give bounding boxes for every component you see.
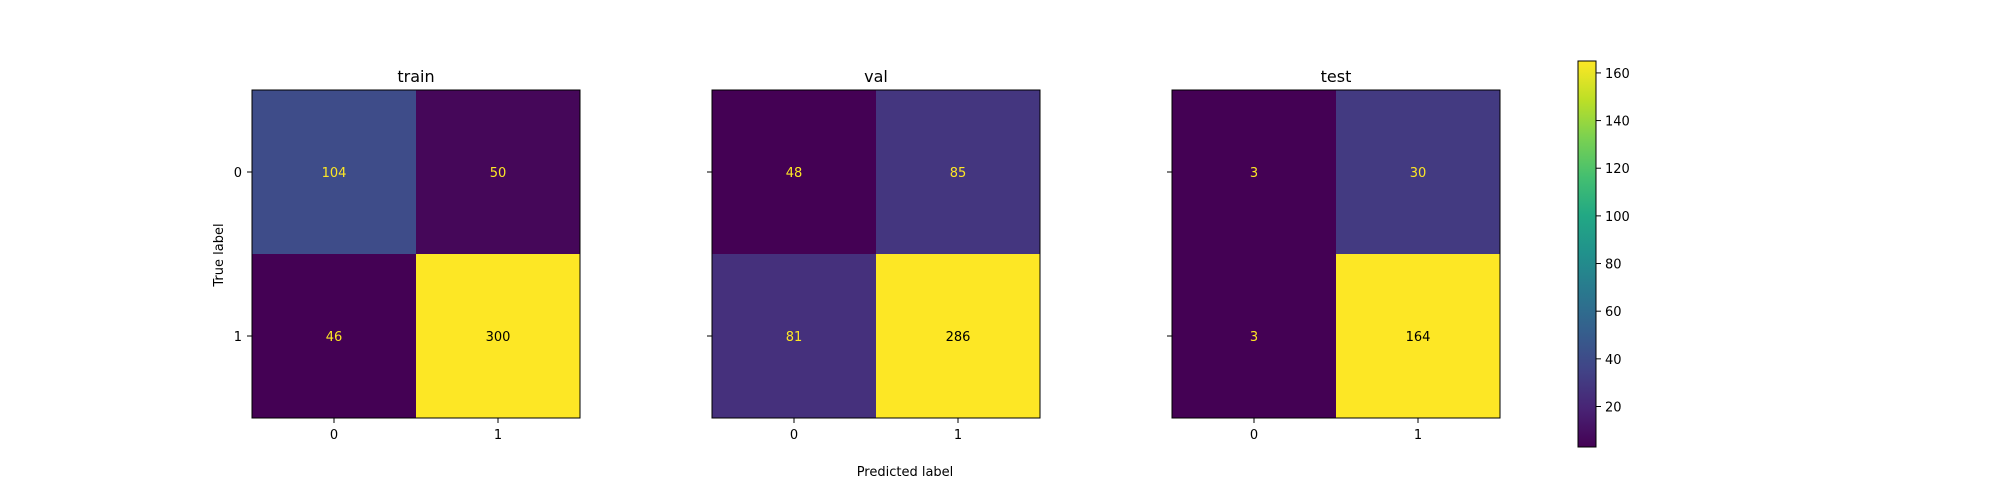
cell-value-label: 104 [322, 166, 347, 181]
heatmap-cell [416, 90, 580, 254]
heatmap-cell [876, 90, 1040, 254]
confusion-panel-train: 104 50 46 300 train 0 1 0 1 [234, 67, 581, 443]
colorbar-tick-label: 20 [1605, 400, 1622, 415]
cell-value-label: 286 [946, 330, 971, 345]
heatmap-cell [252, 90, 416, 254]
confusion-panel-test: 3 30 3 164 test 0 1 [1167, 67, 1501, 443]
x-tick-label: 0 [1250, 428, 1258, 443]
x-tick-label: 0 [790, 428, 798, 443]
heatmap-cell [416, 254, 580, 418]
x-tick-label: 0 [330, 428, 338, 443]
panel-frame [1171, 89, 1501, 419]
cell-value-label: 300 [486, 330, 511, 345]
colorbar-tick-label: 80 [1605, 258, 1622, 273]
panel-frame [711, 89, 1041, 419]
heatmap-cell [712, 254, 876, 418]
x-tick-label: 1 [494, 428, 502, 443]
heatmap-cell [876, 254, 1040, 418]
panel-frame [251, 89, 581, 419]
colorbar-tick-label: 120 [1605, 162, 1630, 177]
cell-value-label: 3 [1250, 166, 1258, 181]
colorbar-tick-label: 100 [1605, 210, 1630, 225]
colorbar-tick-label: 60 [1605, 305, 1622, 320]
confusion-panel-val: 48 85 81 286 val 0 1 [707, 67, 1041, 443]
cell-value-label: 48 [786, 166, 803, 181]
cell-value-label: 30 [1410, 166, 1427, 181]
colorbar-tick-label: 40 [1605, 353, 1622, 368]
panel-title: val [864, 67, 888, 86]
panel-title: test [1321, 67, 1352, 86]
cell-value-label: 50 [490, 166, 507, 181]
cell-value-label: 3 [1250, 330, 1258, 345]
cell-value-label: 85 [950, 166, 967, 181]
colorbar-tick-label: 140 [1605, 115, 1630, 130]
heatmap-cell [1336, 254, 1500, 418]
panel-title: train [397, 67, 434, 86]
colorbar: 20 40 60 80 100 120 140 160 [1577, 60, 1630, 448]
heatmap-cell [712, 90, 876, 254]
colorbar-gradient [1577, 60, 1597, 448]
x-tick-label: 1 [954, 428, 962, 443]
x-axis-label: Predicted label [857, 465, 954, 480]
heatmap-cell [252, 254, 416, 418]
y-tick-label: 0 [234, 166, 242, 181]
heatmap-cell [1172, 254, 1336, 418]
cell-value-label: 164 [1406, 330, 1431, 345]
cell-value-label: 46 [326, 330, 343, 345]
heatmap-cell [1172, 90, 1336, 254]
y-axis-label: True label [212, 223, 227, 287]
heatmap-cell [1336, 90, 1500, 254]
colorbar-tick-label: 160 [1605, 67, 1630, 82]
x-tick-label: 1 [1414, 428, 1422, 443]
y-tick-label: 1 [234, 330, 242, 345]
cell-value-label: 81 [786, 330, 803, 345]
